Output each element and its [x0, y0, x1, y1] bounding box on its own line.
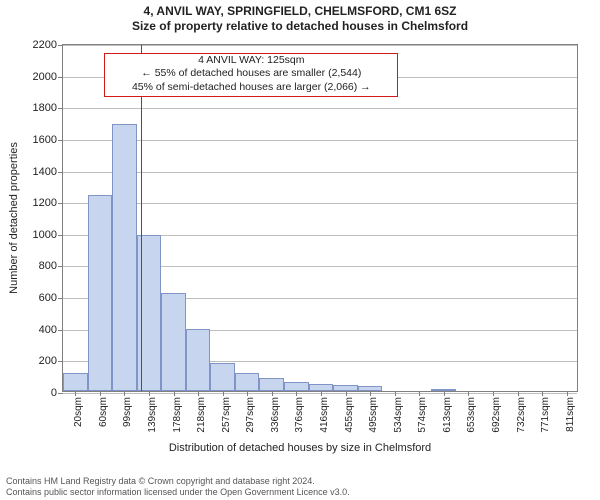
x-axis-label: Distribution of detached houses by size … — [169, 442, 431, 454]
x-tick-label: 416sqm — [319, 397, 330, 433]
chart-root: { "titles": { "line1": "4, ANVIL WAY, SP… — [0, 0, 600, 500]
y-axis-label: Number of detached properties — [8, 142, 20, 294]
title-line-1: 4, ANVIL WAY, SPRINGFIELD, CHELMSFORD, C… — [0, 4, 600, 19]
footer-line-1: Contains HM Land Registry data © Crown c… — [6, 476, 350, 487]
x-tick-mark — [223, 391, 224, 396]
y-tick-label: 2200 — [33, 39, 63, 51]
x-tick-label: 771sqm — [540, 397, 551, 433]
y-tick-label: 1400 — [33, 166, 63, 178]
y-tick-label: 800 — [39, 260, 63, 272]
x-tick-label: 60sqm — [98, 397, 109, 427]
x-tick-mark — [395, 391, 396, 396]
title-line-2: Size of property relative to detached ho… — [0, 19, 600, 34]
histogram-bar — [284, 382, 309, 391]
y-tick-label: 1000 — [33, 229, 63, 241]
footer-attribution: Contains HM Land Registry data © Crown c… — [6, 476, 350, 498]
chart-plot-area: 0200400600800100012001400160018002000220… — [62, 44, 578, 392]
x-tick-label: 732sqm — [516, 397, 527, 433]
x-tick-mark — [100, 391, 101, 396]
x-tick-mark — [346, 391, 347, 396]
annotation-box: 4 ANVIL WAY: 125sqm← 55% of detached hou… — [104, 53, 398, 97]
histogram-bar — [112, 124, 137, 391]
y-tick-label: 600 — [39, 292, 63, 304]
chart-titles: 4, ANVIL WAY, SPRINGFIELD, CHELMSFORD, C… — [0, 0, 600, 34]
x-tick-mark — [75, 391, 76, 396]
x-tick-mark — [444, 391, 445, 396]
x-tick-mark — [321, 391, 322, 396]
y-tick-label: 1600 — [33, 134, 63, 146]
x-tick-label: 178sqm — [172, 397, 183, 433]
x-tick-mark — [272, 391, 273, 396]
x-tick-label: 613sqm — [442, 397, 453, 433]
x-tick-label: 218sqm — [196, 397, 207, 433]
x-tick-mark — [198, 391, 199, 396]
histogram-bar — [259, 378, 284, 391]
histogram-bar — [309, 384, 333, 391]
footer-line-2: Contains public sector information licen… — [6, 487, 350, 498]
x-tick-label: 653sqm — [466, 397, 477, 433]
x-tick-label: 495sqm — [368, 397, 379, 433]
x-tick-mark — [542, 391, 543, 396]
x-tick-mark — [174, 391, 175, 396]
x-tick-mark — [370, 391, 371, 396]
x-tick-label: 376sqm — [294, 397, 305, 433]
x-tick-label: 336sqm — [270, 397, 281, 433]
x-tick-label: 297sqm — [245, 397, 256, 433]
histogram-bar — [63, 373, 88, 391]
x-tick-mark — [493, 391, 494, 396]
annotation-line: 45% of semi-detached houses are larger (… — [105, 81, 397, 94]
x-tick-mark — [124, 391, 125, 396]
histogram-bar — [186, 329, 210, 391]
x-tick-mark — [149, 391, 150, 396]
y-tick-label: 2000 — [33, 71, 63, 83]
x-tick-mark — [419, 391, 420, 396]
y-tick-label: 1200 — [33, 197, 63, 209]
x-tick-label: 455sqm — [344, 397, 355, 433]
histogram-bar — [235, 373, 259, 391]
y-tick-label: 1800 — [33, 102, 63, 114]
histogram-bar — [210, 363, 235, 391]
y-tick-label: 400 — [39, 324, 63, 336]
x-tick-label: 692sqm — [491, 397, 502, 433]
x-tick-mark — [468, 391, 469, 396]
y-tick-label: 0 — [51, 387, 63, 399]
x-tick-label: 139sqm — [147, 397, 158, 433]
x-tick-label: 811sqm — [565, 397, 576, 432]
x-tick-mark — [518, 391, 519, 396]
x-tick-label: 257sqm — [221, 397, 232, 433]
x-tick-mark — [296, 391, 297, 396]
y-tick-label: 200 — [39, 355, 63, 367]
x-tick-label: 99sqm — [122, 397, 133, 427]
annotation-line: ← 55% of detached houses are smaller (2,… — [105, 67, 397, 80]
x-tick-label: 20sqm — [73, 397, 84, 427]
x-tick-label: 574sqm — [417, 397, 428, 433]
x-tick-mark — [247, 391, 248, 396]
x-tick-label: 534sqm — [393, 397, 404, 433]
x-tick-mark — [567, 391, 568, 396]
annotation-line: 4 ANVIL WAY: 125sqm — [105, 54, 397, 67]
histogram-bar — [161, 293, 186, 391]
histogram-bar — [88, 195, 112, 391]
gridline-horizontal — [63, 393, 577, 394]
